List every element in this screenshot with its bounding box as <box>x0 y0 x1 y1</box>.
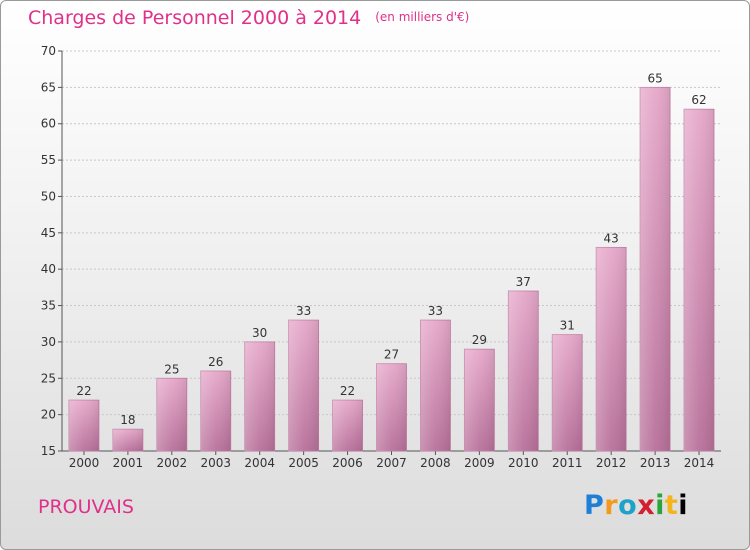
bar-highlight <box>288 320 319 451</box>
data-label: 22 <box>340 384 355 398</box>
x-tick-label: 2002 <box>157 456 188 470</box>
bar-highlight <box>68 400 99 451</box>
logo-letter: P <box>584 490 605 521</box>
logo-letter: x <box>637 490 656 521</box>
bar-highlight <box>508 291 539 451</box>
bar-highlight <box>464 349 495 451</box>
data-label: 29 <box>472 333 487 347</box>
y-tick-label: 25 <box>41 371 56 385</box>
x-tick-label: 2005 <box>288 456 319 470</box>
y-tick-label: 70 <box>41 44 56 58</box>
y-tick-label: 15 <box>41 444 56 458</box>
x-tick-label: 2010 <box>508 456 539 470</box>
proxiti-logo[interactable]: Proxiti <box>584 490 688 521</box>
x-tick-label: 2009 <box>464 456 495 470</box>
data-label: 30 <box>252 326 267 340</box>
data-label: 33 <box>296 304 311 318</box>
bar-highlight <box>596 247 627 451</box>
data-label: 22 <box>76 384 91 398</box>
x-tick-label: 2000 <box>69 456 100 470</box>
chart-title: Charges de Personnel 2000 à 2014 (en mill… <box>28 7 469 29</box>
chart-title-text: Charges de Personnel 2000 à 2014 <box>28 7 362 29</box>
data-label: 33 <box>428 304 443 318</box>
y-tick-label: 65 <box>41 80 56 94</box>
bar-highlight <box>376 363 407 451</box>
y-tick-label: 45 <box>41 226 56 240</box>
bar-highlight <box>332 400 363 451</box>
data-label: 37 <box>516 275 531 289</box>
axes: 15 20 25 30 35 40 45 50 55 60 65 70 <box>41 44 721 458</box>
commune-name: PROUVAIS <box>38 496 134 518</box>
data-label: 43 <box>604 231 619 245</box>
y-tick-label: 50 <box>41 189 56 203</box>
y-tick-label: 40 <box>41 262 56 276</box>
bar-highlight <box>112 429 143 451</box>
bar-highlight <box>420 320 451 451</box>
x-tick-label: 2004 <box>244 456 275 470</box>
x-tick-label: 2013 <box>640 456 671 470</box>
data-label: 18 <box>120 413 135 427</box>
x-tick-label: 2003 <box>200 456 231 470</box>
logo-letter: r <box>604 490 619 521</box>
x-tick-label: 2014 <box>684 456 715 470</box>
bar-highlight <box>640 87 671 451</box>
bar-highlight <box>244 341 275 451</box>
bars <box>68 86 715 452</box>
logo-letter: i <box>678 490 689 521</box>
x-tick-label: 2011 <box>552 456 583 470</box>
data-label: 26 <box>208 355 223 369</box>
x-tick-label: 2006 <box>332 456 363 470</box>
logo-letter: t <box>664 490 679 521</box>
bar-highlight <box>684 109 715 451</box>
chart-subtitle: (en milliers d'€) <box>375 10 470 24</box>
y-tick-label: 60 <box>41 117 56 131</box>
bar-highlight <box>156 378 187 451</box>
data-label: 62 <box>691 93 706 107</box>
x-tick-label: 2001 <box>113 456 144 470</box>
data-label: 25 <box>164 362 179 376</box>
y-tick-label: 20 <box>41 408 56 422</box>
x-tick-label: 2012 <box>596 456 627 470</box>
bar-highlight <box>552 334 583 451</box>
x-tick-label: 2008 <box>420 456 451 470</box>
logo-letter: i <box>655 490 665 521</box>
data-label: 31 <box>560 319 575 333</box>
logo-letter: o <box>618 490 638 521</box>
y-tick-label: 55 <box>41 153 56 167</box>
data-label: 27 <box>384 348 399 362</box>
y-tick-label: 35 <box>41 299 56 313</box>
x-tick-label: 2007 <box>376 456 407 470</box>
labels: 2000 22 2001 18 2002 25 2003 26 2004 30 2005 33 2006… <box>69 71 715 470</box>
y-tick-label: 30 <box>41 335 56 349</box>
bar-highlight <box>200 371 231 451</box>
data-label: 65 <box>647 71 662 85</box>
